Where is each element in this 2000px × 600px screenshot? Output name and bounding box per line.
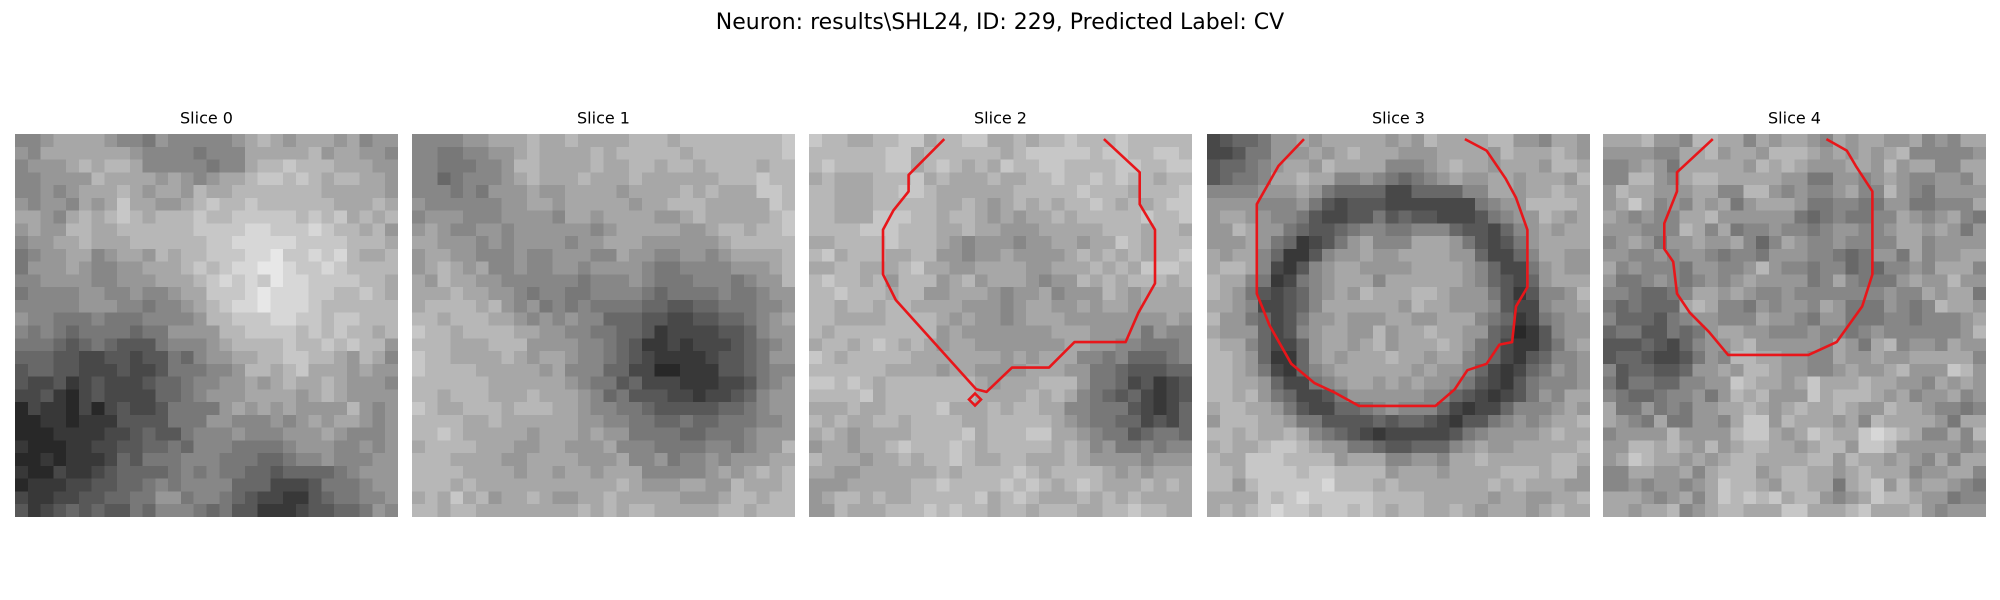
image-pixels: [1232, 134, 1565, 454]
image-pixels: [219, 223, 347, 326]
slice-title: Slice 4: [1768, 109, 1821, 128]
image-pixels: [1603, 210, 1884, 403]
image-pixels: [1871, 427, 1884, 441]
image-pixels: [1207, 134, 1539, 441]
figure-title: Neuron: results\SHL24, ID: 229, Predicte…: [716, 10, 1284, 35]
image-pixels: [15, 134, 398, 517]
segmentation-contour: [1255, 137, 1529, 408]
image-pixels: [15, 351, 309, 517]
image-pixels: [66, 134, 398, 415]
image-pixels: [1513, 325, 1527, 339]
image-pixels: [117, 159, 373, 377]
slice-panel: [15, 134, 398, 517]
image-pixels: [1245, 440, 1373, 517]
image-pixels: [809, 134, 1192, 517]
image-pixels: [1615, 134, 1986, 517]
segmentation-contour: [881, 138, 1157, 394]
image-pixels: [15, 376, 309, 517]
image-pixels: [257, 248, 284, 313]
slice-panel: [809, 134, 1192, 517]
image-pixels: [1270, 236, 1539, 441]
image-pixels: [809, 134, 1192, 517]
image-pixels: [1207, 134, 1590, 517]
slice-title: Slice 2: [974, 109, 1027, 128]
image-pixels: [1603, 159, 1986, 505]
image-pixels: [1153, 376, 1167, 415]
slice-title: Slice 3: [1372, 109, 1425, 128]
image-pixels: [654, 363, 681, 377]
segmentation-contour-fragment: [967, 391, 983, 408]
image-pixels: [1270, 478, 1335, 517]
image-pixels: [412, 134, 795, 517]
image-pixels: [1603, 134, 1986, 517]
image-pixels: [412, 134, 795, 505]
slice-title: Slice 0: [180, 109, 233, 128]
image-pixels: [1102, 351, 1192, 441]
image-pixels: [437, 146, 770, 466]
image-pixels: [1207, 134, 1590, 517]
segmentation-contour: [1663, 137, 1874, 357]
slice-panel: [1603, 134, 1986, 517]
image-pixels: [616, 299, 757, 415]
slice-title: Slice 1: [577, 109, 630, 128]
image-pixels: [1089, 325, 1180, 454]
slice-panel: [412, 134, 795, 517]
image-pixels: [437, 172, 757, 441]
image-pixels: [629, 312, 744, 403]
image-pixels: [1603, 134, 1986, 517]
image-pixels: [1115, 363, 1192, 441]
image-pixels: [641, 325, 719, 403]
